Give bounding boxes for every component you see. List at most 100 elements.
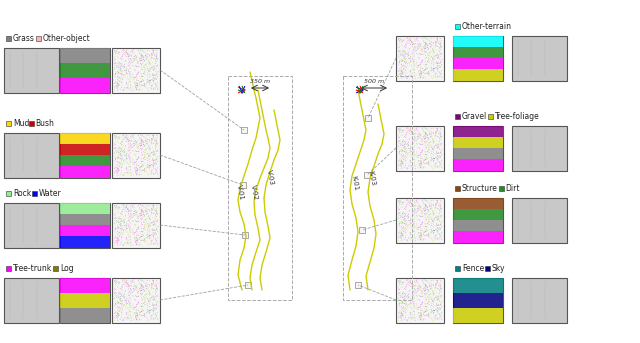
Point [129, 47, 139, 52]
Point [134, 205, 145, 211]
Point [403, 61, 413, 67]
Point [410, 287, 420, 293]
Point [407, 312, 417, 318]
Point [435, 151, 445, 156]
Point [394, 144, 404, 150]
Point [113, 61, 124, 66]
Point [426, 301, 436, 307]
Point [146, 315, 156, 320]
Point [112, 167, 122, 173]
Point [134, 317, 145, 322]
Point [412, 141, 422, 146]
Point [429, 208, 439, 213]
Point [109, 240, 120, 246]
Point [147, 137, 157, 143]
Point [415, 145, 425, 151]
Point [394, 60, 404, 65]
Point [429, 291, 440, 297]
Point [144, 291, 154, 297]
Point [137, 87, 147, 93]
Point [123, 304, 133, 309]
Point [142, 56, 152, 62]
Point [404, 315, 414, 321]
Point [431, 215, 442, 221]
Point [401, 286, 411, 292]
Point [125, 314, 135, 319]
Point [397, 38, 408, 44]
Point [401, 284, 412, 289]
Point [410, 203, 420, 209]
Point [431, 221, 442, 227]
Point [397, 211, 408, 216]
Point [397, 295, 408, 300]
Point [404, 145, 415, 151]
Point [422, 71, 433, 76]
Point [137, 307, 147, 312]
Point [119, 295, 129, 300]
Point [417, 36, 428, 41]
Point [132, 60, 143, 66]
Text: Tree-trunk: Tree-trunk [13, 264, 52, 273]
Point [112, 240, 122, 246]
Point [423, 37, 433, 43]
Point [429, 288, 439, 294]
Point [122, 47, 132, 53]
Point [122, 138, 132, 144]
Point [140, 287, 150, 293]
Point [136, 301, 147, 307]
Point [413, 204, 424, 209]
Point [135, 310, 145, 315]
Point [424, 52, 434, 58]
Point [111, 136, 121, 142]
Point [422, 43, 432, 48]
Point [406, 301, 416, 307]
Point [134, 56, 145, 62]
Point [421, 49, 431, 55]
Point [431, 233, 441, 239]
Point [136, 147, 147, 153]
Point [429, 57, 440, 62]
Point [123, 291, 133, 296]
Point [397, 139, 408, 144]
Point [137, 216, 147, 222]
Point [120, 283, 131, 288]
Point [433, 44, 444, 49]
Point [407, 130, 417, 136]
Point [428, 62, 438, 68]
Point [398, 157, 408, 163]
Point [396, 316, 406, 321]
Point [141, 85, 151, 90]
Point [136, 52, 147, 58]
Point [433, 60, 443, 66]
Point [394, 139, 404, 145]
Point [147, 210, 157, 215]
Point [123, 50, 133, 56]
Point [124, 282, 134, 288]
Point [111, 225, 121, 231]
Point [420, 283, 431, 289]
Point [432, 214, 442, 220]
Point [396, 71, 406, 76]
Point [407, 68, 417, 73]
Point [115, 86, 125, 92]
Point [148, 211, 159, 216]
Point [150, 57, 161, 63]
Point [430, 237, 440, 243]
Point [114, 155, 124, 161]
Point [394, 311, 404, 316]
Point [125, 69, 136, 74]
Point [419, 67, 429, 73]
Point [147, 137, 157, 142]
Point [406, 315, 417, 320]
Point [399, 137, 409, 142]
Point [397, 300, 407, 306]
Point [115, 167, 125, 173]
Point [110, 50, 120, 56]
Point [403, 238, 413, 243]
Point [109, 87, 120, 93]
Point [148, 241, 159, 247]
Point [426, 44, 436, 50]
Point [137, 77, 147, 82]
Point [395, 313, 405, 319]
Point [152, 300, 163, 306]
